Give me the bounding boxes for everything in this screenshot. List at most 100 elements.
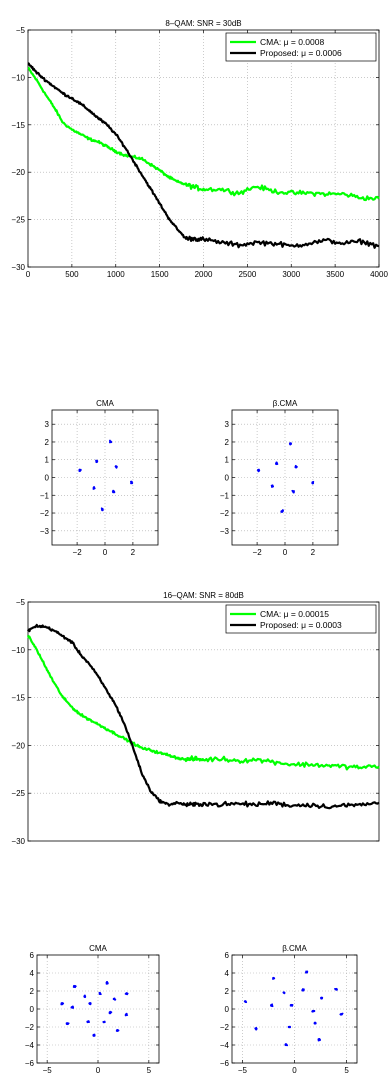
- scatter-point: [114, 998, 117, 1001]
- y-tick-label: −3: [220, 527, 230, 536]
- constellation-cluster: [95, 459, 99, 464]
- legend-label: CMA: μ = 0.00015: [260, 609, 329, 619]
- x-tick-label: 5: [344, 1066, 349, 1075]
- constellation-cluster: [92, 1033, 96, 1037]
- x-tick-label: 0: [292, 1066, 297, 1075]
- scatter-point: [109, 441, 111, 444]
- y-tick-label: −2: [25, 1023, 35, 1032]
- y-tick-label: 6: [30, 951, 35, 960]
- constellation-cluster: [270, 484, 274, 488]
- scatter-point: [245, 1001, 248, 1004]
- scatter-point: [313, 1010, 315, 1013]
- scatter-point: [78, 470, 81, 472]
- y-tick-label: −10: [11, 73, 25, 82]
- scatter-point: [287, 1026, 290, 1029]
- chart-title: β.CMA: [282, 944, 307, 953]
- constellation-cluster: [115, 1028, 120, 1032]
- x-tick-label: 4000: [370, 270, 388, 279]
- constellation-cluster: [275, 461, 279, 466]
- scatter-point: [280, 511, 283, 513]
- scatter-point: [99, 993, 102, 996]
- scatter-point: [130, 480, 133, 483]
- x-tick-label: −5: [43, 1066, 53, 1075]
- y-tick-label: −1: [40, 491, 50, 500]
- x-tick-label: 2: [131, 548, 136, 557]
- constellation-cluster: [70, 1005, 75, 1009]
- scatter-point: [306, 971, 308, 974]
- y-tick-label: −5: [16, 598, 26, 607]
- y-tick-label: −20: [11, 741, 25, 750]
- scatter-point: [290, 1004, 293, 1007]
- chart-title: 16–QAM: SNR = 80dB: [163, 591, 244, 600]
- constellation-cluster: [109, 439, 113, 444]
- constellation-cluster: [284, 1043, 289, 1047]
- y-tick-label: 2: [225, 987, 230, 996]
- y-tick-label: 3: [225, 420, 230, 429]
- chart-qam16_bcma: −5 0 5 −6 −4 −2 0 2 4 6 β.CMA: [220, 944, 358, 1075]
- y-tick-label: 2: [45, 438, 50, 447]
- y-tick-label: −4: [220, 1041, 230, 1050]
- constellation-cluster: [112, 997, 117, 1001]
- constellation-cluster: [301, 988, 305, 992]
- constellation-cluster: [86, 1020, 90, 1024]
- y-tick-label: −2: [220, 509, 230, 518]
- constellation-cluster: [65, 1022, 70, 1026]
- series-line-cma: [26, 634, 380, 771]
- y-tick-label: 2: [225, 438, 230, 447]
- constellation-cluster: [105, 980, 109, 985]
- y-tick-label: −25: [11, 216, 25, 225]
- y-tick-label: −10: [11, 646, 25, 655]
- constellation-cluster: [98, 991, 102, 996]
- scatter-point: [292, 491, 295, 493]
- constellation-cluster: [280, 509, 284, 513]
- scatter-point: [295, 466, 297, 468]
- constellation-cluster: [313, 1021, 317, 1025]
- y-tick-label: 6: [225, 951, 230, 960]
- x-tick-label: −2: [73, 548, 83, 557]
- scatter-point: [86, 1021, 89, 1024]
- scatter-point: [341, 1013, 343, 1016]
- y-tick-label: −20: [11, 168, 25, 177]
- y-tick-label: 0: [30, 1005, 35, 1014]
- constellation-cluster: [130, 480, 134, 485]
- scatter-point: [311, 1010, 314, 1013]
- x-tick-label: 2000: [195, 270, 213, 279]
- chart-qam8_cma: −2 0 2 −3 −2 −1 0 1 2 3 CMA: [40, 399, 159, 557]
- scatter-point: [320, 996, 323, 999]
- scatter-point: [335, 988, 338, 991]
- constellation-cluster: [78, 468, 82, 473]
- constellation-cluster: [287, 1025, 292, 1029]
- scatter-point: [61, 1002, 64, 1005]
- constellation-cluster: [92, 486, 96, 490]
- scatter-point: [103, 1021, 106, 1024]
- axes-frame: [27, 601, 380, 842]
- constellation-cluster: [282, 991, 286, 995]
- y-tick-label: −5: [16, 26, 26, 35]
- y-tick-label: 0: [225, 474, 230, 483]
- scatter-point: [112, 490, 115, 493]
- constellation-cluster: [272, 976, 276, 980]
- scatter-point: [317, 1038, 320, 1040]
- x-tick-label: 3000: [282, 270, 300, 279]
- constellation-cluster: [243, 1000, 248, 1004]
- y-tick-label: 1: [45, 456, 50, 465]
- constellation-cluster: [124, 1012, 129, 1017]
- x-tick-label: 0: [26, 270, 31, 279]
- constellation-cluster: [320, 996, 324, 1000]
- scatter-point: [112, 998, 115, 1001]
- scatter-point: [105, 982, 108, 984]
- y-tick-label: 4: [30, 969, 35, 978]
- scatter-point: [73, 985, 76, 988]
- y-tick-label: 0: [45, 474, 50, 483]
- y-tick-label: −6: [220, 1059, 230, 1068]
- constellation-cluster: [100, 507, 104, 512]
- scatter-point: [283, 992, 286, 994]
- constellation-cluster: [334, 987, 338, 991]
- legend-label: CMA: μ = 0.0008: [260, 37, 324, 47]
- x-tick-label: −5: [238, 1066, 248, 1075]
- scatter-point: [83, 995, 86, 998]
- scatter-point: [285, 1044, 288, 1046]
- constellation-cluster: [311, 1009, 316, 1013]
- chart-qam8_curve: 0 500 1000 1500 2000 2500 3000 3500 4000 −30 −25 −2…: [11, 19, 388, 279]
